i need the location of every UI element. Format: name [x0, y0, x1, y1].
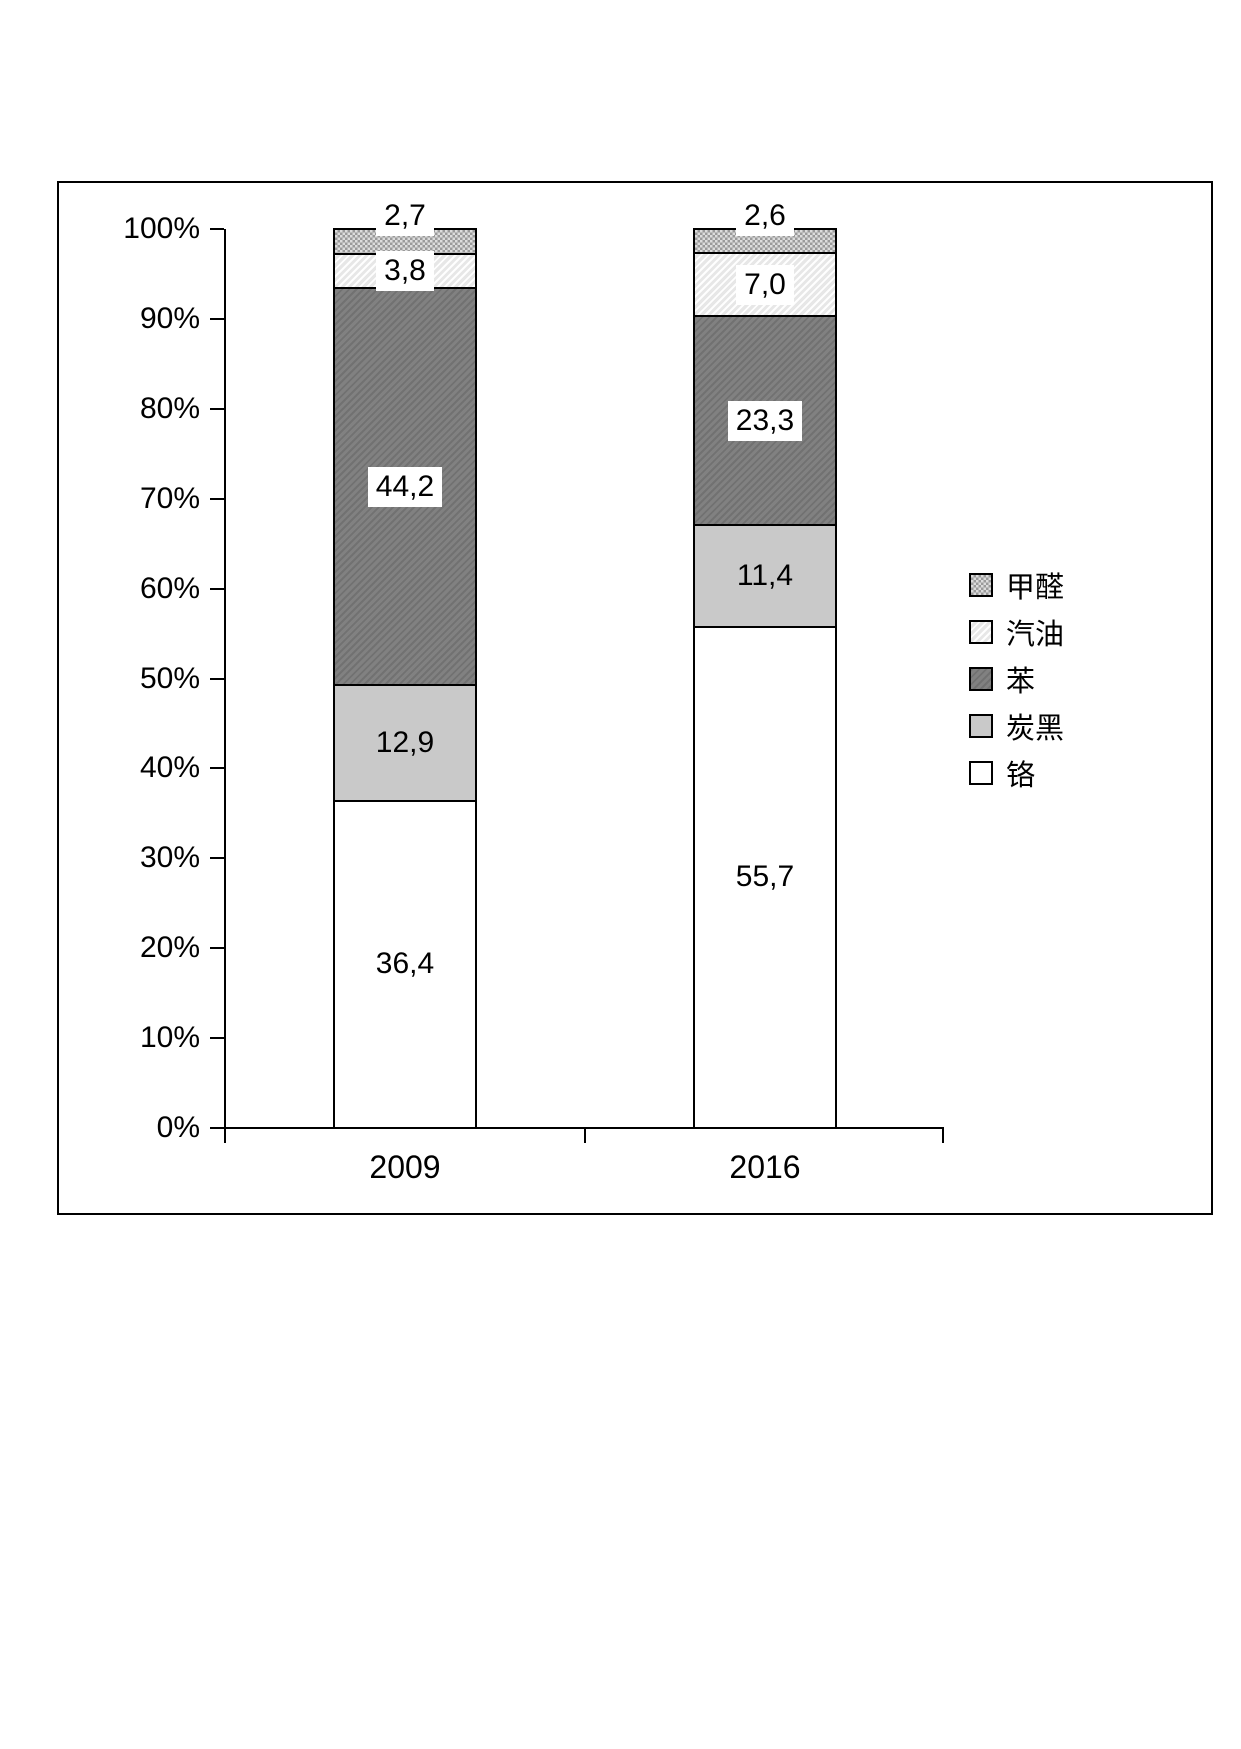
- legend-label: 铬: [1006, 759, 1036, 792]
- legend-item: 苯: [969, 655, 1035, 702]
- legend-label: 苯: [1006, 665, 1036, 698]
- y-axis-tick: [210, 497, 224, 500]
- legend-swatch: [969, 760, 993, 785]
- segment-label: 55,7: [695, 857, 835, 897]
- y-axis-tick: [210, 677, 224, 680]
- segment-label: 44,2: [335, 466, 475, 507]
- bar-segment: [335, 684, 475, 801]
- segment-label: 11,4: [695, 556, 835, 596]
- segment-divider: [695, 626, 835, 629]
- legend-label: 汽油: [1006, 618, 1065, 651]
- segment-divider: [695, 524, 835, 527]
- y-axis-tick-label: 50%: [139, 661, 200, 695]
- bar-segment: [695, 627, 835, 1127]
- y-axis-tick: [210, 767, 224, 770]
- y-axis-tick-label: 70%: [139, 481, 200, 515]
- y-axis-tick: [210, 1127, 224, 1129]
- segment-label-text: 2,7: [376, 196, 434, 236]
- segment-divider: [695, 252, 835, 255]
- bar-2016: 55,7 11,4 23,3 7,0 2,6: [693, 196, 837, 1129]
- y-axis-tick-label: 60%: [139, 571, 200, 605]
- y-axis-tick: [210, 228, 224, 230]
- legend-item: 炭黑: [969, 702, 1064, 749]
- legend-swatch: [969, 572, 993, 597]
- segment-label: 7,0: [695, 264, 835, 305]
- bar-segment: [695, 230, 835, 254]
- x-axis-tick: [224, 1128, 226, 1143]
- segment-divider: [335, 683, 475, 686]
- y-axis-line: [224, 229, 226, 1130]
- segment-label-text: 7,0: [736, 264, 794, 305]
- segment-label: 2,7: [335, 196, 475, 236]
- y-axis-tick: [210, 317, 224, 320]
- y-axis-tick: [210, 1037, 224, 1040]
- bar-segment: [335, 800, 475, 1127]
- bar-2009: 36,4 12,9 44,2 3,8 2,7: [333, 196, 477, 1129]
- y-axis-tick-label: 80%: [139, 391, 200, 425]
- segment-label: 2,6: [695, 196, 835, 236]
- y-axis-tick-label: 0%: [156, 1111, 200, 1144]
- segment-label-text: 55,7: [735, 860, 795, 894]
- segment-divider: [335, 799, 475, 802]
- category-label: 2009: [369, 1149, 441, 1185]
- y-axis-tick-label: 30%: [139, 841, 200, 875]
- legend-item: 汽油: [969, 608, 1064, 655]
- segment-label-text: 36,4: [375, 946, 435, 980]
- segment-label: 36,4: [335, 944, 475, 984]
- chart-frame: [57, 181, 1213, 1215]
- y-axis-tick-label: 90%: [139, 301, 200, 335]
- legend-swatch: [969, 666, 993, 691]
- legend-swatch: [969, 619, 993, 644]
- y-axis-tick-label: 10%: [139, 1021, 200, 1055]
- segment-divider: [695, 315, 835, 318]
- legend-swatch: [969, 713, 993, 738]
- segment-label-text: 44,2: [367, 466, 443, 507]
- legend-label: 甲醛: [1006, 571, 1065, 604]
- y-axis-tick-label: 20%: [139, 931, 200, 965]
- bar-segment: [335, 230, 475, 255]
- y-axis-tick: [210, 947, 224, 950]
- segment-label: 3,8: [335, 251, 475, 292]
- segment-label-text: 23,3: [727, 400, 803, 441]
- x-axis-tick: [942, 1128, 944, 1143]
- y-axis-tick: [210, 857, 224, 860]
- segment-label-text: 2,6: [736, 196, 794, 236]
- bar-segment: [695, 525, 835, 628]
- category-label: 2016: [729, 1149, 801, 1185]
- y-axis-tick-label: 40%: [139, 751, 200, 785]
- segment-label: 23,3: [695, 400, 835, 441]
- legend-item: 铬: [969, 749, 1035, 796]
- y-axis-tick-label: 100%: [123, 212, 200, 245]
- segment-label: 12,9: [335, 723, 475, 763]
- legend-item: 甲醛: [969, 561, 1064, 608]
- x-axis-tick: [584, 1128, 586, 1143]
- segment-label-text: 11,4: [736, 559, 794, 593]
- segment-label-text: 12,9: [375, 725, 435, 759]
- y-axis-tick: [210, 407, 224, 410]
- segment-label-text: 3,8: [376, 251, 434, 292]
- y-axis-tick: [210, 587, 224, 590]
- legend-label: 炭黑: [1006, 712, 1065, 745]
